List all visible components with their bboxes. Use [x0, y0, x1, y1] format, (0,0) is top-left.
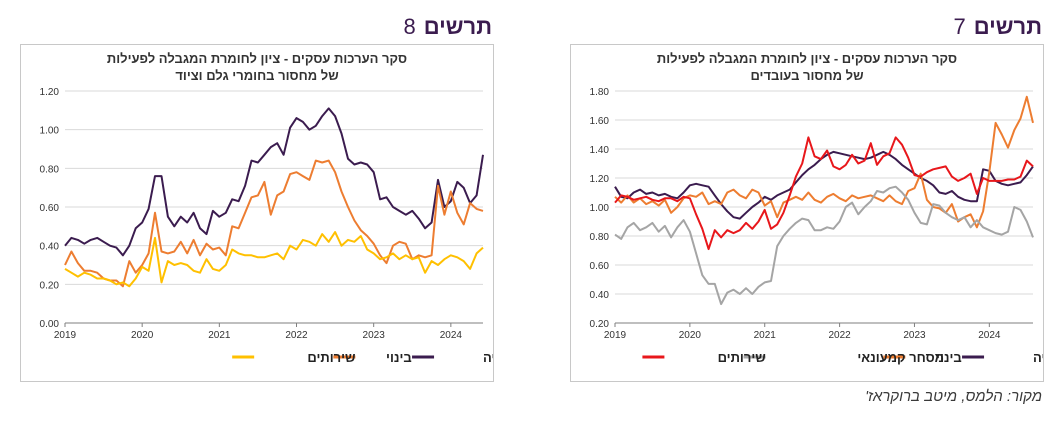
- chart-1-legend-label-1: בינוי: [386, 350, 412, 365]
- figure-7-word: תרשים: [973, 14, 1042, 39]
- figure-7-number: 7: [953, 14, 966, 39]
- chart-0-legend-label-2: מסחר קמעונאי: [857, 350, 944, 365]
- chart-1-y-tick-label: 1.20: [40, 87, 60, 98]
- chart-1-x-tick-label: 2022: [285, 330, 308, 341]
- chart-0-x-tick-label: 2020: [679, 330, 702, 341]
- chart-0-y-tick-label: 0.20: [590, 319, 610, 330]
- chart-0-y-tick-label: 0.60: [590, 261, 610, 272]
- chart-0-y-tick-label: 1.20: [590, 174, 610, 185]
- chart-0-x-tick-label: 2022: [828, 330, 851, 341]
- chart-0-y-tick-label: 1.60: [590, 116, 610, 127]
- chart-0-y-tick-label: 1.80: [590, 87, 610, 98]
- chart-0-legend-label-1: בינוי: [936, 350, 962, 365]
- figure-7-chart: סקר הערכות עסקים - ציון לחומרת המגבלה לפ…: [590, 51, 1043, 365]
- chart-0-series-line-1: [614, 95, 1034, 229]
- figure-8-chart: סקר הערכות עסקים - ציון לחומרת המגבלה לפ…: [40, 51, 493, 365]
- chart-8-title-line2: של מחסור בחומרי גלם וציוד: [175, 68, 338, 83]
- chart-0-x-tick-label: 2019: [604, 330, 627, 341]
- chart-8-title-line1: סקר הערכות עסקים - ציון לחומרת המגבלה לפ…: [107, 51, 407, 66]
- chart-1-series-line-1: [64, 159, 484, 288]
- chart-1-y-tick-label: 0.20: [40, 280, 60, 291]
- chart-7-title-line2: של מחסור בעובדים: [750, 68, 863, 83]
- chart-0-y-tick-label: 0.80: [590, 232, 610, 243]
- chart-1-x-tick-label: 2024: [440, 330, 463, 341]
- chart-0-y-tick-label: 1.00: [590, 203, 610, 214]
- chart-1-x-tick-label: 2020: [131, 330, 154, 341]
- chart-0-series-line-2: [614, 185, 1034, 306]
- figure-7-heading: תרשים 7: [954, 14, 1042, 44]
- chart-0-x-tick-label: 2024: [978, 330, 1001, 341]
- chart-0-series-line-0: [614, 150, 1034, 220]
- chart-1-y-tick-label: 0.00: [40, 319, 60, 330]
- chart-1-legend-label-0: תעשייה: [483, 350, 493, 365]
- chart-0-y-tick-label: 1.40: [590, 145, 610, 156]
- chart-1-series-line-2: [64, 231, 484, 288]
- chart-7-title-line1: סקר הערכות עסקים - ציון לחומרת המגבלה לפ…: [657, 51, 957, 66]
- chart-1-y-tick-label: 0.40: [40, 242, 60, 253]
- chart-0-legend-label-0: תעשייה: [1033, 350, 1043, 365]
- chart-0-legend-label-3: שירותים: [718, 350, 766, 365]
- chart-1-series-line-0: [64, 107, 484, 257]
- chart-1-y-tick-label: 1.00: [40, 126, 60, 137]
- figure-8-panel: סקר הערכות עסקים - ציון לחומרת המגבלה לפ…: [20, 44, 494, 382]
- chart-0-x-tick-label: 2021: [754, 330, 777, 341]
- figure-8-heading: תרשים 8: [404, 14, 492, 44]
- chart-1-y-tick-label: 0.60: [40, 203, 60, 214]
- chart-0-series-line-3: [614, 136, 1034, 251]
- chart-1-x-tick-label: 2019: [54, 330, 77, 341]
- chart-0-y-tick-label: 0.40: [590, 290, 610, 301]
- chart-1-legend-label-2: שירותים: [307, 350, 355, 365]
- figure-8-number: 8: [403, 14, 416, 39]
- chart-1-x-tick-label: 2023: [363, 330, 386, 341]
- chart-1-x-tick-label: 2021: [208, 330, 231, 341]
- chart-1-y-tick-label: 0.80: [40, 164, 60, 175]
- source-note: מקור: הלמס, מיטב ברוקראז': [865, 388, 1042, 405]
- chart-0-x-tick-label: 2023: [903, 330, 926, 341]
- figure-7-panel: סקר הערכות עסקים - ציון לחומרת המגבלה לפ…: [570, 44, 1044, 382]
- figure-8-word: תרשים: [423, 14, 492, 39]
